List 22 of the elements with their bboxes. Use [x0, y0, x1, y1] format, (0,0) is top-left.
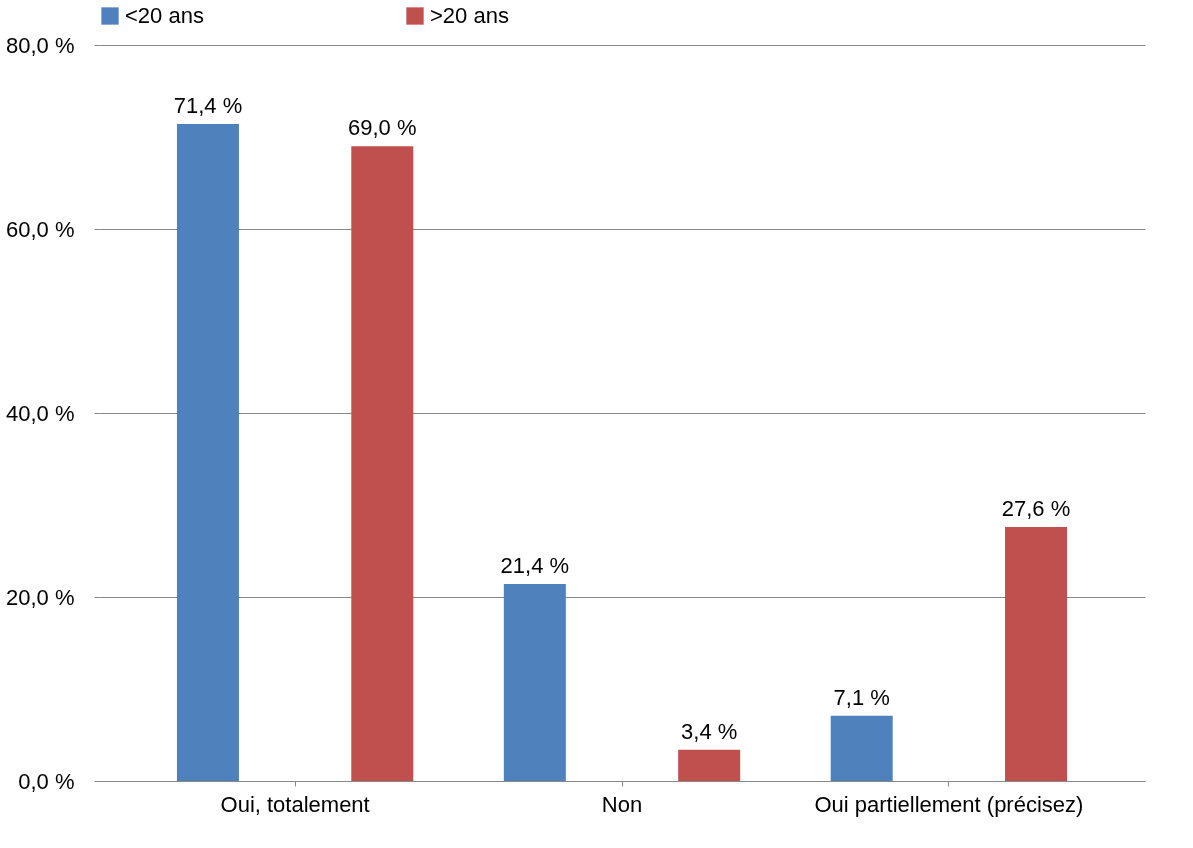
y-tick-label: 60,0 % — [6, 216, 75, 242]
data-label: 27,6 % — [1001, 496, 1071, 522]
y-tick-label: 0,0 % — [18, 768, 75, 794]
y-tick-label: 80,0 % — [6, 32, 75, 58]
x-tick-label: Non — [601, 791, 643, 817]
legend-label: <20 ans — [125, 3, 204, 28]
bar — [503, 584, 566, 781]
y-tick-label: 40,0 % — [6, 400, 75, 426]
data-label: 69,0 % — [348, 115, 417, 141]
legend-label: >20 ans — [430, 3, 509, 28]
bar — [830, 715, 893, 781]
bar — [678, 749, 741, 781]
data-label: 21,4 % — [500, 553, 570, 579]
data-label: 3,4 % — [681, 718, 738, 744]
y-tick-label: 20,0 % — [6, 584, 75, 610]
x-tick-label: Oui partiellement (précisez) — [814, 791, 1084, 817]
data-label: 7,1 % — [833, 684, 890, 710]
x-tick-label: Oui, totalement — [220, 791, 370, 817]
bar — [351, 146, 414, 781]
bar — [1005, 527, 1068, 781]
bar — [176, 124, 239, 781]
data-label: 71,4 % — [173, 93, 243, 119]
